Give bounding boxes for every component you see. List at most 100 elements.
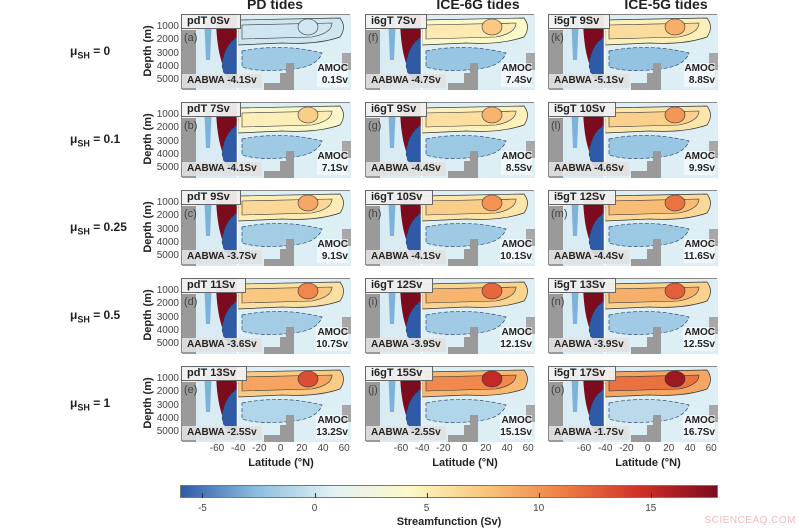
colorbar-tick-label: -5 <box>197 503 207 514</box>
streamfunction-panel: i6gT 10Sv (h) AABWA -4.1Sv AMOC 10.1Sv <box>365 190 535 266</box>
mu-subscript: SH <box>77 402 90 413</box>
amoc-label: AMOC 9.1Sv <box>317 239 348 263</box>
amoc-label: AMOC 16.7Sv <box>683 415 715 439</box>
x-tick-label: 60 <box>522 443 534 454</box>
aabw-cell <box>241 311 323 335</box>
panel-title: i5gT 9Sv <box>548 14 611 29</box>
southern-bottom-cell <box>588 124 605 170</box>
y-tick-label: 1000 <box>156 373 179 384</box>
amoc-title: AMOC <box>317 63 348 74</box>
streamfunction-panel: i5gT 17Sv (o) AABWA -1.7Sv AMOC 16.7Sv <box>548 366 718 442</box>
panel-letter: (k) <box>551 32 564 44</box>
topography <box>280 415 294 442</box>
panel-letter: (d) <box>184 296 198 308</box>
amoc-value: 12.5Sv <box>683 339 715 350</box>
southern-bottom-cell <box>405 124 422 170</box>
aabwa-label: AABWA -4.1Sv <box>182 162 262 176</box>
y-tick-label: 4000 <box>156 324 179 336</box>
y-tick-label: 4000 <box>156 148 179 160</box>
topography <box>448 435 464 442</box>
panel-letter: (f) <box>368 32 379 44</box>
amoc-title: AMOC <box>684 151 715 162</box>
amoc-label: AMOC 7.4Sv <box>501 63 532 87</box>
x-tick-label: 0 <box>644 443 651 454</box>
y-tick-label: 1000 <box>156 197 179 208</box>
mu-subscript: SH <box>77 138 90 149</box>
panel-letter: (g) <box>368 120 382 132</box>
amoc-core <box>481 282 503 300</box>
mu-value: = 0.25 <box>93 220 127 234</box>
amoc-value: 15.1Sv <box>500 427 532 438</box>
amoc-core <box>297 282 319 300</box>
row-label: μSH = 0 <box>70 44 110 60</box>
amoc-value: 7.1Sv <box>321 163 348 174</box>
topography <box>464 327 478 354</box>
x-tick-label: -40 <box>597 443 613 454</box>
southern-bottom-cell <box>221 212 238 258</box>
aabwa-label: AABWA -3.6Sv <box>182 338 262 352</box>
streamfunction-panel: i5gT 12Sv (m) AABWA -4.4Sv AMOC 11.6Sv <box>548 190 718 266</box>
panel-letter: (l) <box>551 120 561 132</box>
southern-bottom-cell <box>588 388 605 434</box>
colorbar-label: Streamfunction (Sv) <box>396 516 502 528</box>
aabwa-label: AABWA -3.9Sv <box>549 338 629 352</box>
y-tick-label: 3000 <box>156 223 179 235</box>
panel-title: i5gT 13Sv <box>548 278 617 293</box>
mu-symbol: μ <box>70 44 78 58</box>
mu-symbol: μ <box>70 132 78 146</box>
amoc-label: AMOC 13.2Sv <box>316 415 348 439</box>
y-tick-label: 1000 <box>156 109 179 120</box>
topography <box>264 171 280 178</box>
amoc-core <box>297 370 319 388</box>
amoc-label: AMOC 15.1Sv <box>500 415 532 439</box>
topography <box>631 171 647 178</box>
panel-title: i5gT 12Sv <box>548 190 617 205</box>
amoc-core <box>664 282 686 300</box>
streamfunction-panel: pdT 11Sv (d) AABWA -3.6Sv AMOC 10.7Sv <box>181 278 351 354</box>
streamfunction-panel: pdT 13Sv (e) AABWA -2.5Sv AMOC 13.2Sv <box>181 366 351 442</box>
topography <box>464 151 478 178</box>
aabw-cell <box>608 223 690 247</box>
panel-title: i6gT 9Sv <box>365 102 428 117</box>
panel-title: i6gT 12Sv <box>365 278 434 293</box>
southern-bottom-cell <box>221 36 238 82</box>
row-label: μSH = 0.5 <box>70 308 120 324</box>
topography <box>280 239 294 266</box>
topography <box>264 83 280 90</box>
topography <box>647 415 661 442</box>
panel-letter: (c) <box>184 208 197 220</box>
amoc-core <box>481 18 503 36</box>
topography <box>448 259 464 266</box>
amoc-title: AMOC <box>684 63 715 74</box>
aabwa-label: AABWA -5.1Sv <box>549 74 629 88</box>
mu-value: = 0.5 <box>93 308 121 322</box>
topography <box>464 415 478 442</box>
panel-title: i5gT 10Sv <box>548 102 617 117</box>
aabw-cell <box>241 223 323 247</box>
amoc-value: 16.7Sv <box>683 427 715 438</box>
streamfunction-panel: pdT 0Sv (a) AABWA -4.1Sv AMOC 0.1Sv <box>181 14 351 90</box>
watermark: SCIENCEAQ.COM <box>704 515 796 526</box>
row-label: μSH = 0.1 <box>70 132 120 148</box>
amoc-title: AMOC <box>501 239 532 250</box>
x-tick-label: -20 <box>436 443 451 454</box>
streamfunction-panel: i5gT 9Sv (k) AABWA -5.1Sv AMOC 8.8Sv <box>548 14 718 90</box>
panel-title: i6gT 10Sv <box>365 190 434 205</box>
y-tick-label: 2000 <box>156 34 179 46</box>
x-tick-label: 40 <box>317 443 329 454</box>
y-tick-label: 1000 <box>156 285 179 296</box>
topography <box>647 239 661 266</box>
streamfunction-panel: i6gT 12Sv (i) AABWA -3.9Sv AMOC 12.1Sv <box>365 278 535 354</box>
aabwa-label: AABWA -4.4Sv <box>366 162 446 176</box>
y-tick-label: 5000 <box>156 426 179 438</box>
panel-letter: (e) <box>184 384 198 396</box>
x-axis-label: Latitude (°N) <box>248 457 314 469</box>
colorbar-tick-mark <box>650 493 652 498</box>
x-axis-label: Latitude (°N) <box>615 457 681 469</box>
amoc-core <box>481 370 503 388</box>
topography <box>448 171 464 178</box>
x-tick-label: -40 <box>414 443 430 454</box>
topography <box>280 327 294 354</box>
x-tick-label: 60 <box>338 443 350 454</box>
southern-bottom-cell <box>588 300 605 346</box>
